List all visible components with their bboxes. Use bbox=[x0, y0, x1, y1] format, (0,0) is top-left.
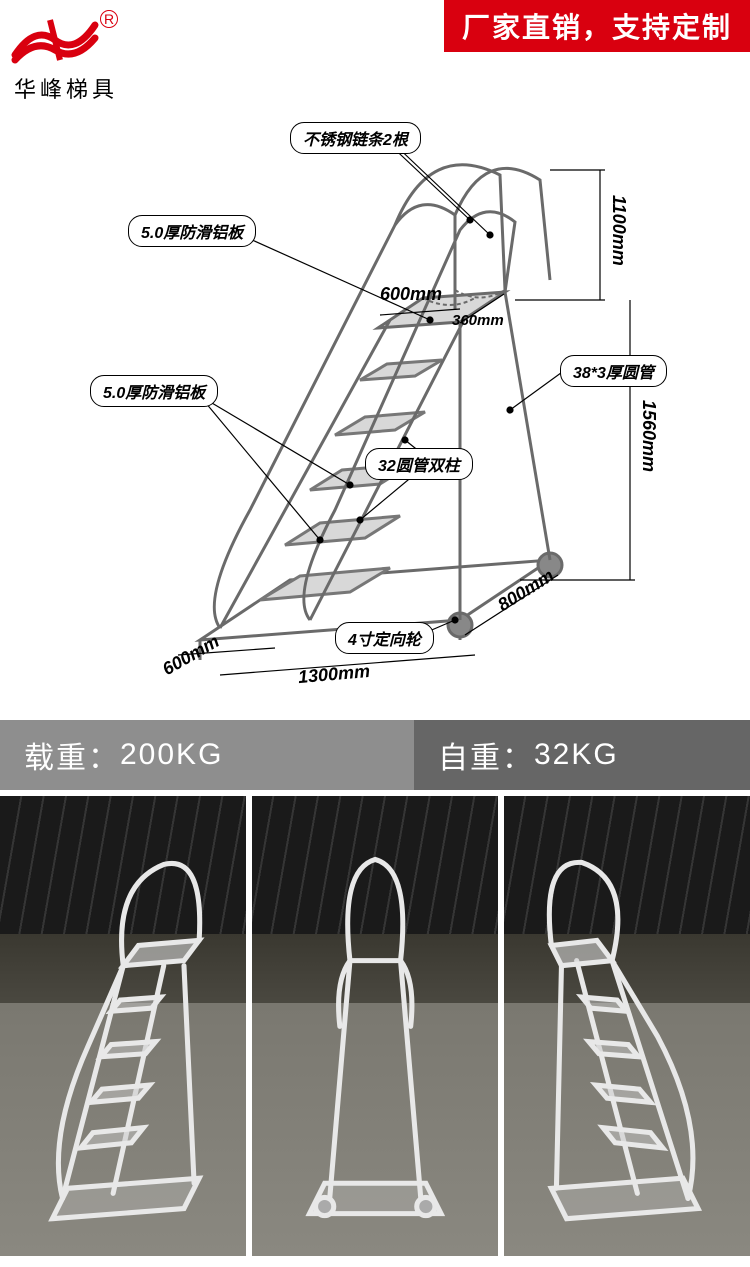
load-value: 200KG bbox=[120, 738, 223, 772]
product-page: R 华峰梯具 厂家直销，支持定制 bbox=[0, 0, 750, 1262]
logo-mark-icon: R bbox=[10, 10, 100, 70]
callout-tube-thick: 38*3厚圆管 bbox=[560, 355, 667, 387]
photo-gallery bbox=[0, 790, 750, 1262]
top-section: R 华峰梯具 厂家直销，支持定制 bbox=[0, 0, 750, 720]
load-label: 载重： bbox=[24, 733, 120, 777]
weight-value: 32KG bbox=[534, 738, 619, 772]
weight-label: 自重： bbox=[438, 733, 534, 777]
callout-plate-lower: 5.0厚防滑铝板 bbox=[90, 375, 218, 407]
spec-weight: 自重： 32KG bbox=[414, 720, 750, 790]
callout-tube-double: 32圆管双柱 bbox=[365, 448, 473, 480]
callout-plate-upper: 5.0厚防滑铝板 bbox=[128, 215, 256, 247]
specs-bar: 载重： 200KG 自重： 32KG bbox=[0, 720, 750, 790]
dim-total-height: 1560mm bbox=[638, 400, 659, 472]
product-photo-1 bbox=[0, 796, 246, 1256]
registered-icon: R bbox=[100, 10, 118, 28]
callout-chain: 不锈钢链条2根 bbox=[290, 122, 421, 154]
product-photo-3 bbox=[504, 796, 750, 1256]
product-diagram: 不锈钢链条2根 5.0厚防滑铝板 5.0厚防滑铝板 38*3厚圆管 32圆管双柱… bbox=[60, 80, 690, 700]
promo-banner: 厂家直销，支持定制 bbox=[444, 0, 750, 52]
callout-wheel: 4寸定向轮 bbox=[335, 622, 434, 654]
spec-load: 载重： 200KG bbox=[0, 720, 414, 790]
dim-platform-depth: 360mm bbox=[452, 312, 504, 329]
dim-rail-height: 1100mm bbox=[608, 195, 629, 266]
dim-platform-width: 600mm bbox=[380, 284, 442, 305]
product-photo-2 bbox=[252, 796, 498, 1256]
